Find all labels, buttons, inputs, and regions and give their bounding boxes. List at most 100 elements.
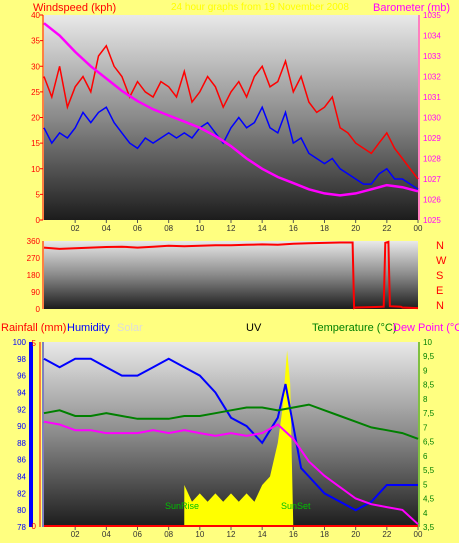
wind-y-tick-label: 35 <box>31 37 40 46</box>
x-tick-label-bottom: 10 <box>195 530 204 539</box>
dewpoint-line <box>43 420 419 525</box>
humidity-y-tick-label: 94 <box>17 388 26 397</box>
humidity-y-tick-label: 88 <box>17 439 26 448</box>
temp-y-tick-label: 10 <box>423 338 432 347</box>
temp-y-tick-label: 4 <box>423 509 428 518</box>
sunset-label: SunSet <box>281 501 311 511</box>
x-tick-label-top: 04 <box>102 224 111 233</box>
direction-y-tick-label: 180 <box>27 271 41 280</box>
x-tick-label-bottom: 02 <box>71 530 80 539</box>
x-tick-label-top: 08 <box>164 224 173 233</box>
wind-direction-line <box>43 240 419 310</box>
temp-y-tick-label: 5,5 <box>423 466 435 475</box>
pressure-y-tick-label: 1032 <box>423 73 441 82</box>
x-tick-label-bottom: 16 <box>289 530 298 539</box>
x-tick-label-top: 16 <box>289 224 298 233</box>
direction-y-tick-label: 0 <box>36 305 41 314</box>
temp-y-tick-label: 7,5 <box>423 409 435 418</box>
wind-y-tick-label: 15 <box>31 139 40 148</box>
wind-y-tick-label: 30 <box>31 62 40 71</box>
humidity-y-tick-label: 96 <box>17 372 26 381</box>
humidity-y-tick-label: 80 <box>17 506 26 515</box>
x-tick-label-bottom: 14 <box>258 530 267 539</box>
x-tick-label-top: 06 <box>133 224 142 233</box>
rain-y-tick-label: 5 <box>32 339 37 348</box>
x-tick-label-bottom: 08 <box>164 530 173 539</box>
dewpoint-title: Dew Point (°C <box>393 322 459 334</box>
humidity-y-tick-label: 92 <box>17 405 26 414</box>
rain-scale-bar <box>29 342 33 527</box>
x-tick-label-top: 02 <box>71 224 80 233</box>
x-tick-label-bottom: 04 <box>102 530 111 539</box>
pressure-y-tick-label: 1033 <box>423 52 441 61</box>
temp-y-tick-label: 9 <box>423 366 428 375</box>
wind-plot-area <box>44 15 418 220</box>
rain-y-tick-label: 0 <box>32 522 37 531</box>
pressure-y-tick-label: 1028 <box>423 155 441 164</box>
pressure-y-tick-label: 1034 <box>423 32 441 41</box>
humidity-y-tick-label: 90 <box>17 422 26 431</box>
wind-y-tick-label: 20 <box>31 114 40 123</box>
compass-label: S <box>436 270 443 282</box>
wind-y-tick-label: 0 <box>36 216 41 225</box>
x-tick-label-top: 18 <box>320 224 329 233</box>
temp-y-tick-label: 4,5 <box>423 495 435 504</box>
temp-y-tick-label: 6 <box>423 452 428 461</box>
humidity-y-tick-label: 84 <box>17 473 26 482</box>
temperature-line <box>43 403 419 440</box>
x-tick-label-bottom: 22 <box>382 530 391 539</box>
x-tick-label-bottom: 20 <box>351 530 360 539</box>
wind-gust-line <box>43 44 419 180</box>
windspeed-title: Windspeed (kph) <box>33 2 116 14</box>
humidity-y-tick-label: 98 <box>17 355 26 364</box>
humidity-y-tick-label: 100 <box>13 338 27 347</box>
x-tick-label-top: 22 <box>382 224 391 233</box>
solar-title: Solar <box>117 322 143 334</box>
pressure-y-tick-label: 1025 <box>423 216 441 225</box>
pressure-y-tick-label: 1029 <box>423 134 441 143</box>
wind-avg-line <box>43 105 419 190</box>
humidity-y-tick-label: 78 <box>17 523 26 532</box>
graph-date-title: 24 hour graphs from 19 November 2008 <box>171 2 349 13</box>
wind-y-tick-label: 40 <box>31 11 40 20</box>
direction-plot-area <box>44 241 418 309</box>
temp-y-tick-label: 7 <box>423 423 428 432</box>
compass-label: E <box>436 285 443 297</box>
temperature-title: Temperature (°C) <box>312 322 396 334</box>
rainfall-title: Rainfall (mm) <box>1 322 66 334</box>
humidity-y-tick-label: 82 <box>17 489 26 498</box>
pressure-y-tick-label: 1035 <box>423 11 441 20</box>
temp-y-tick-label: 8,5 <box>423 381 435 390</box>
x-tick-label-bottom: 18 <box>320 530 329 539</box>
x-tick-label-bottom: 06 <box>133 530 142 539</box>
direction-y-tick-label: 360 <box>27 237 41 246</box>
temp-y-tick-label: 3,5 <box>423 523 435 532</box>
pressure-y-tick-label: 1030 <box>423 114 441 123</box>
direction-y-tick-label: 270 <box>27 254 41 263</box>
compass-label: N <box>436 300 444 312</box>
temp-y-tick-label: 8 <box>423 395 428 404</box>
x-tick-label-top: 14 <box>258 224 267 233</box>
compass-label: W <box>436 255 447 267</box>
x-tick-label-bottom: 12 <box>227 530 236 539</box>
x-tick-label-top: 00 <box>414 224 423 233</box>
x-tick-label-top: 20 <box>351 224 360 233</box>
wind-y-tick-label: 25 <box>31 88 40 97</box>
wind-y-tick-label: 5 <box>36 190 41 199</box>
solar-area <box>184 350 294 527</box>
x-tick-label-top: 12 <box>227 224 236 233</box>
wind-y-tick-label: 10 <box>31 165 40 174</box>
humidity-title: Humidity <box>67 322 110 334</box>
barometer-title: Barometer (mb) <box>373 2 450 14</box>
humidity-y-tick-label: 86 <box>17 456 26 465</box>
direction-y-tick-label: 90 <box>31 288 40 297</box>
temp-y-tick-label: 9,5 <box>423 352 435 361</box>
pressure-y-tick-label: 1031 <box>423 93 441 102</box>
x-tick-label-bottom: 00 <box>414 530 423 539</box>
x-tick-label-top: 10 <box>195 224 204 233</box>
sunrise-label: SunRise <box>165 501 199 511</box>
uv-title: UV <box>246 322 262 334</box>
pressure-y-tick-label: 1026 <box>423 196 441 205</box>
pressure-y-tick-label: 1027 <box>423 175 441 184</box>
